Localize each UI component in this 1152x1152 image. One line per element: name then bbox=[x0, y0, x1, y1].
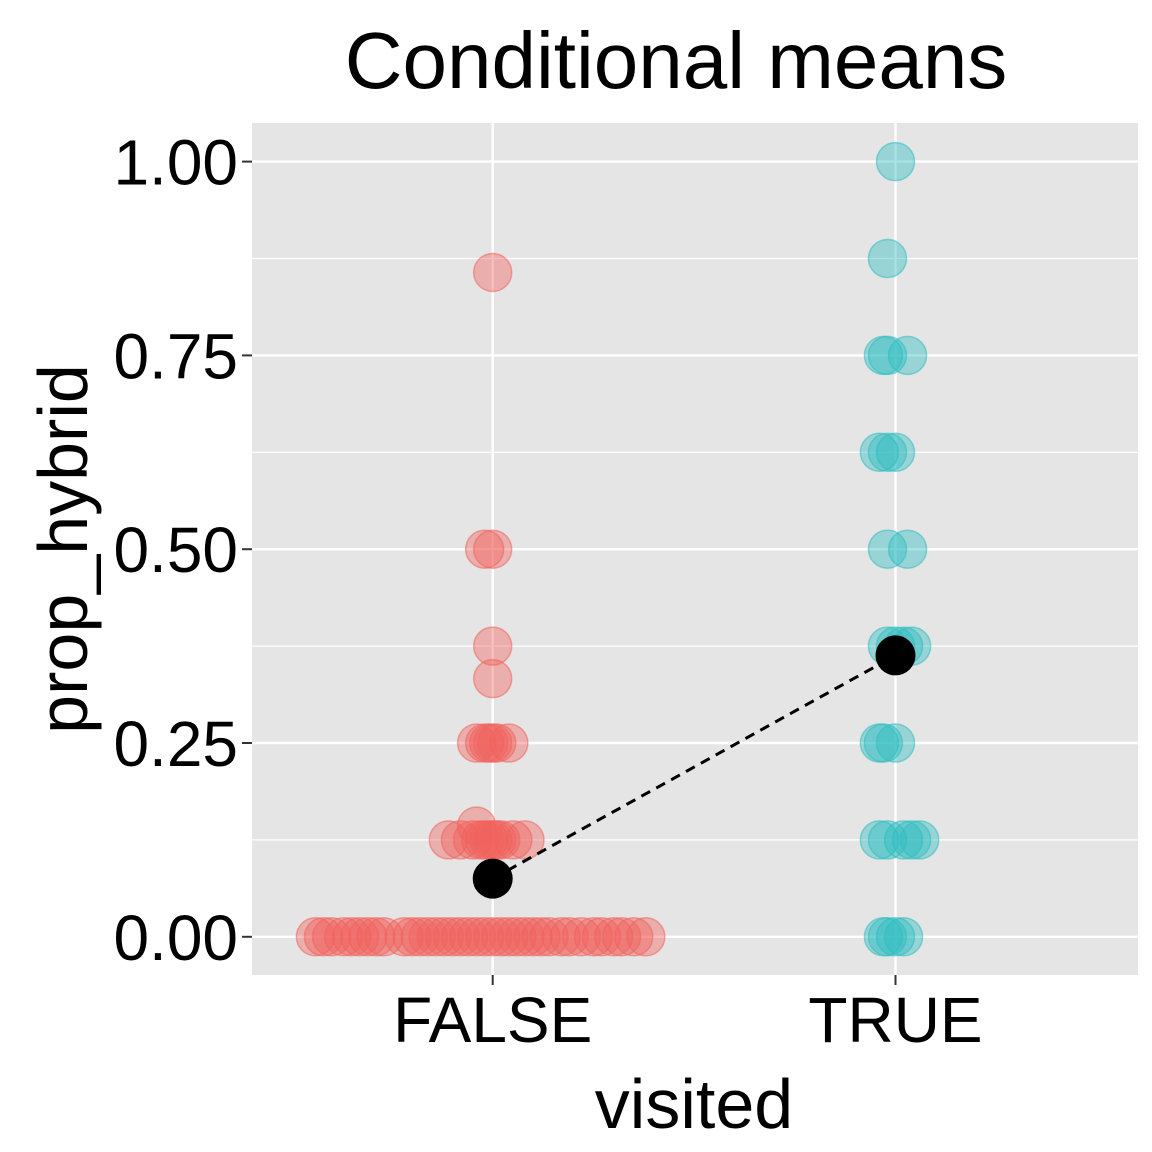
data-point-true bbox=[875, 432, 916, 473]
data-point-false bbox=[513, 917, 553, 957]
data-point-false bbox=[440, 917, 481, 957]
data-point-false bbox=[356, 917, 396, 957]
data-point-false bbox=[472, 529, 513, 569]
data-point-false bbox=[432, 917, 473, 957]
data-point-false bbox=[601, 917, 642, 957]
data-points bbox=[295, 141, 940, 957]
data-point-false bbox=[331, 917, 372, 957]
major-gridlines bbox=[252, 123, 1138, 975]
data-point-true bbox=[899, 820, 940, 860]
data-point-false bbox=[428, 820, 469, 860]
data-point-false bbox=[472, 917, 513, 957]
data-point-false bbox=[408, 917, 448, 957]
data-point-false bbox=[481, 820, 521, 860]
data-point-false bbox=[448, 917, 489, 957]
data-point-false bbox=[493, 820, 533, 860]
data-point-false bbox=[456, 723, 497, 763]
data-point-false bbox=[295, 917, 336, 957]
data-point-false bbox=[472, 626, 513, 666]
y-tick-label: 0.00 bbox=[113, 902, 238, 974]
y-tick-label: 1.00 bbox=[113, 127, 238, 199]
data-point-false bbox=[549, 917, 590, 957]
data-point-false bbox=[323, 917, 364, 957]
data-point-true bbox=[867, 820, 908, 860]
data-point-false bbox=[489, 917, 529, 957]
data-point-false bbox=[529, 917, 569, 957]
data-point-false bbox=[400, 917, 440, 957]
data-point-false bbox=[521, 917, 561, 957]
data-point-true bbox=[867, 238, 908, 279]
data-point-true bbox=[875, 141, 916, 182]
data-point-false bbox=[481, 917, 521, 957]
data-point-true bbox=[887, 335, 928, 376]
data-point-true bbox=[887, 529, 928, 569]
data-point-false bbox=[392, 917, 432, 957]
data-point-false bbox=[348, 917, 388, 957]
data-point-false bbox=[593, 917, 634, 957]
data-point-false bbox=[614, 917, 654, 957]
data-point-false bbox=[472, 658, 513, 699]
data-point-false bbox=[464, 917, 505, 957]
data-point-false bbox=[581, 917, 622, 957]
data-point-false bbox=[541, 917, 581, 957]
data-point-false bbox=[311, 917, 352, 957]
mean-markers bbox=[472, 635, 916, 899]
data-point-true bbox=[875, 917, 916, 957]
data-point-true bbox=[867, 335, 908, 376]
x-axis-ticks: FALSE TRUE bbox=[393, 975, 983, 1056]
data-point-true bbox=[875, 723, 916, 763]
data-point-true bbox=[867, 529, 908, 569]
y-tick-label: 0.50 bbox=[113, 514, 238, 586]
data-point-false bbox=[424, 917, 465, 957]
data-point-false bbox=[497, 917, 537, 957]
data-point-false bbox=[452, 820, 493, 860]
data-point-false bbox=[472, 252, 513, 293]
data-point-false bbox=[626, 917, 666, 957]
chart-title: Conditional means bbox=[345, 16, 1008, 105]
x-tick-label: TRUE bbox=[808, 984, 982, 1056]
data-point-true bbox=[867, 917, 908, 957]
data-point-true bbox=[867, 432, 908, 473]
data-point-false bbox=[464, 529, 505, 569]
minor-gridlines bbox=[252, 257, 1138, 841]
data-point-true bbox=[863, 723, 904, 763]
data-point-true bbox=[891, 820, 932, 860]
data-point-false bbox=[489, 723, 529, 763]
data-point-false bbox=[384, 917, 424, 957]
data-point-false bbox=[476, 723, 517, 763]
data-point-true bbox=[859, 820, 900, 860]
data-point-false bbox=[505, 917, 545, 957]
x-axis-title: visited bbox=[595, 1065, 793, 1143]
data-point-false bbox=[364, 917, 404, 957]
x-tick-label: FALSE bbox=[393, 984, 592, 1056]
data-point-true bbox=[859, 432, 900, 473]
data-point-true bbox=[883, 917, 924, 957]
mean-point-true bbox=[875, 635, 916, 676]
data-point-false bbox=[573, 917, 614, 957]
data-point-false bbox=[440, 820, 481, 860]
data-point-false bbox=[303, 917, 344, 957]
y-tick-label: 0.75 bbox=[113, 320, 238, 392]
y-tick-label: 0.25 bbox=[113, 708, 238, 780]
data-point-true bbox=[883, 820, 924, 860]
data-point-false bbox=[456, 917, 497, 957]
mean-connector-line bbox=[491, 654, 897, 880]
data-point-false bbox=[339, 917, 380, 957]
y-axis-title: prop_hybrid bbox=[24, 364, 102, 734]
mean-point-false bbox=[472, 858, 513, 899]
y-axis-ticks: 0.00 0.25 0.50 0.75 1.00 bbox=[113, 127, 252, 974]
data-point-false bbox=[505, 820, 545, 860]
data-point-false bbox=[416, 917, 457, 957]
data-point-false bbox=[561, 917, 602, 957]
